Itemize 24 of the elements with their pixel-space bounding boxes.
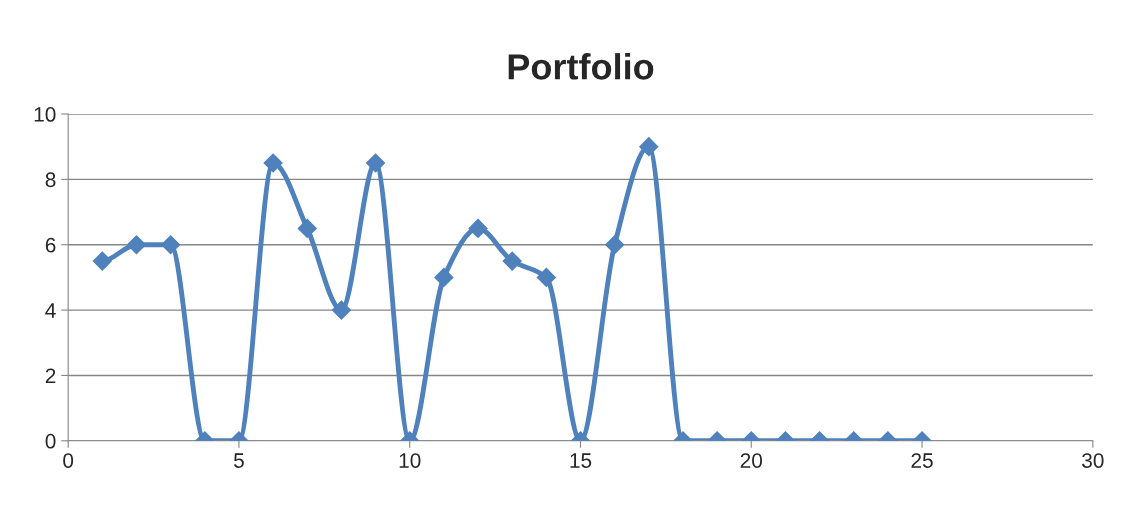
- y-tick-label: 4: [45, 303, 56, 318]
- y-tick-label: 10: [34, 107, 56, 122]
- point: [605, 235, 625, 255]
- point: [161, 235, 181, 255]
- point: [92, 251, 112, 271]
- point: [126, 235, 147, 255]
- point: [502, 251, 522, 271]
- point: [434, 267, 454, 287]
- y-tick-label: 2: [45, 368, 56, 383]
- x-tick-label: 0: [63, 453, 74, 468]
- chart-title: Portfolio: [508, 53, 654, 80]
- x-tick-label: 30: [1082, 453, 1104, 468]
- x-tick-label: 20: [740, 453, 763, 468]
- point: [536, 267, 556, 287]
- point: [468, 218, 488, 238]
- x-tick-label: 5: [233, 453, 244, 468]
- x-tick-label: 10: [399, 453, 421, 468]
- y-tick-label: 8: [45, 172, 56, 188]
- point: [331, 300, 351, 320]
- y-tick-label: 0: [45, 433, 56, 449]
- x-tick-label: 25: [911, 453, 933, 468]
- point: [297, 218, 317, 238]
- y-tick-label: 6: [45, 237, 56, 253]
- x-tick-label: 15: [570, 453, 592, 468]
